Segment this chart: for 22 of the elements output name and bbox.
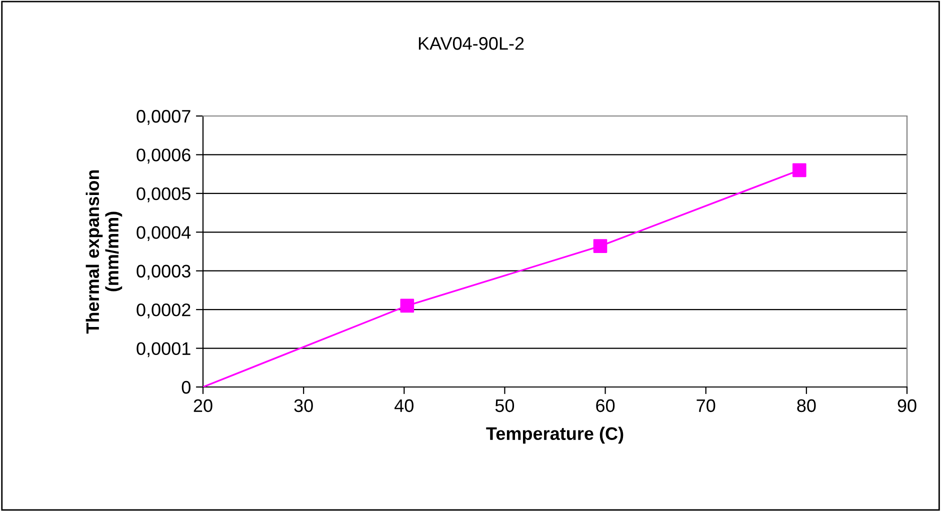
y-tick-label: 0,0002 (136, 304, 190, 318)
point (400, 298, 414, 313)
y-tick-label: 0,0007 (136, 110, 190, 125)
y-tick-label: 0,0006 (136, 148, 190, 164)
y-tick-label: 0,0003 (136, 264, 190, 280)
x-tick-label: 90 (898, 399, 916, 412)
y-axis-title: Thermal expansion (mm/mm) (86, 170, 122, 334)
x-tick-label: 60 (596, 399, 615, 412)
x-axis-title: Temperature (C) (486, 426, 624, 444)
x-tick-label: 20 (194, 399, 212, 412)
chart-title: KAV04-90L-2 (418, 37, 524, 50)
x-tick-label: 70 (696, 399, 716, 412)
y-tick-label: 0,0001 (136, 342, 190, 358)
point (792, 163, 806, 178)
y-tick-label: 0,0005 (136, 187, 190, 202)
point (593, 239, 608, 253)
x-tick-label: 50 (495, 399, 514, 412)
x-tick-label: 80 (797, 399, 816, 412)
x-tick-label: 30 (294, 399, 313, 412)
y-tick-label: 0 (182, 380, 190, 394)
y-tick-label: 0,0004 (136, 226, 191, 241)
x-tick-label: 40 (394, 399, 414, 412)
